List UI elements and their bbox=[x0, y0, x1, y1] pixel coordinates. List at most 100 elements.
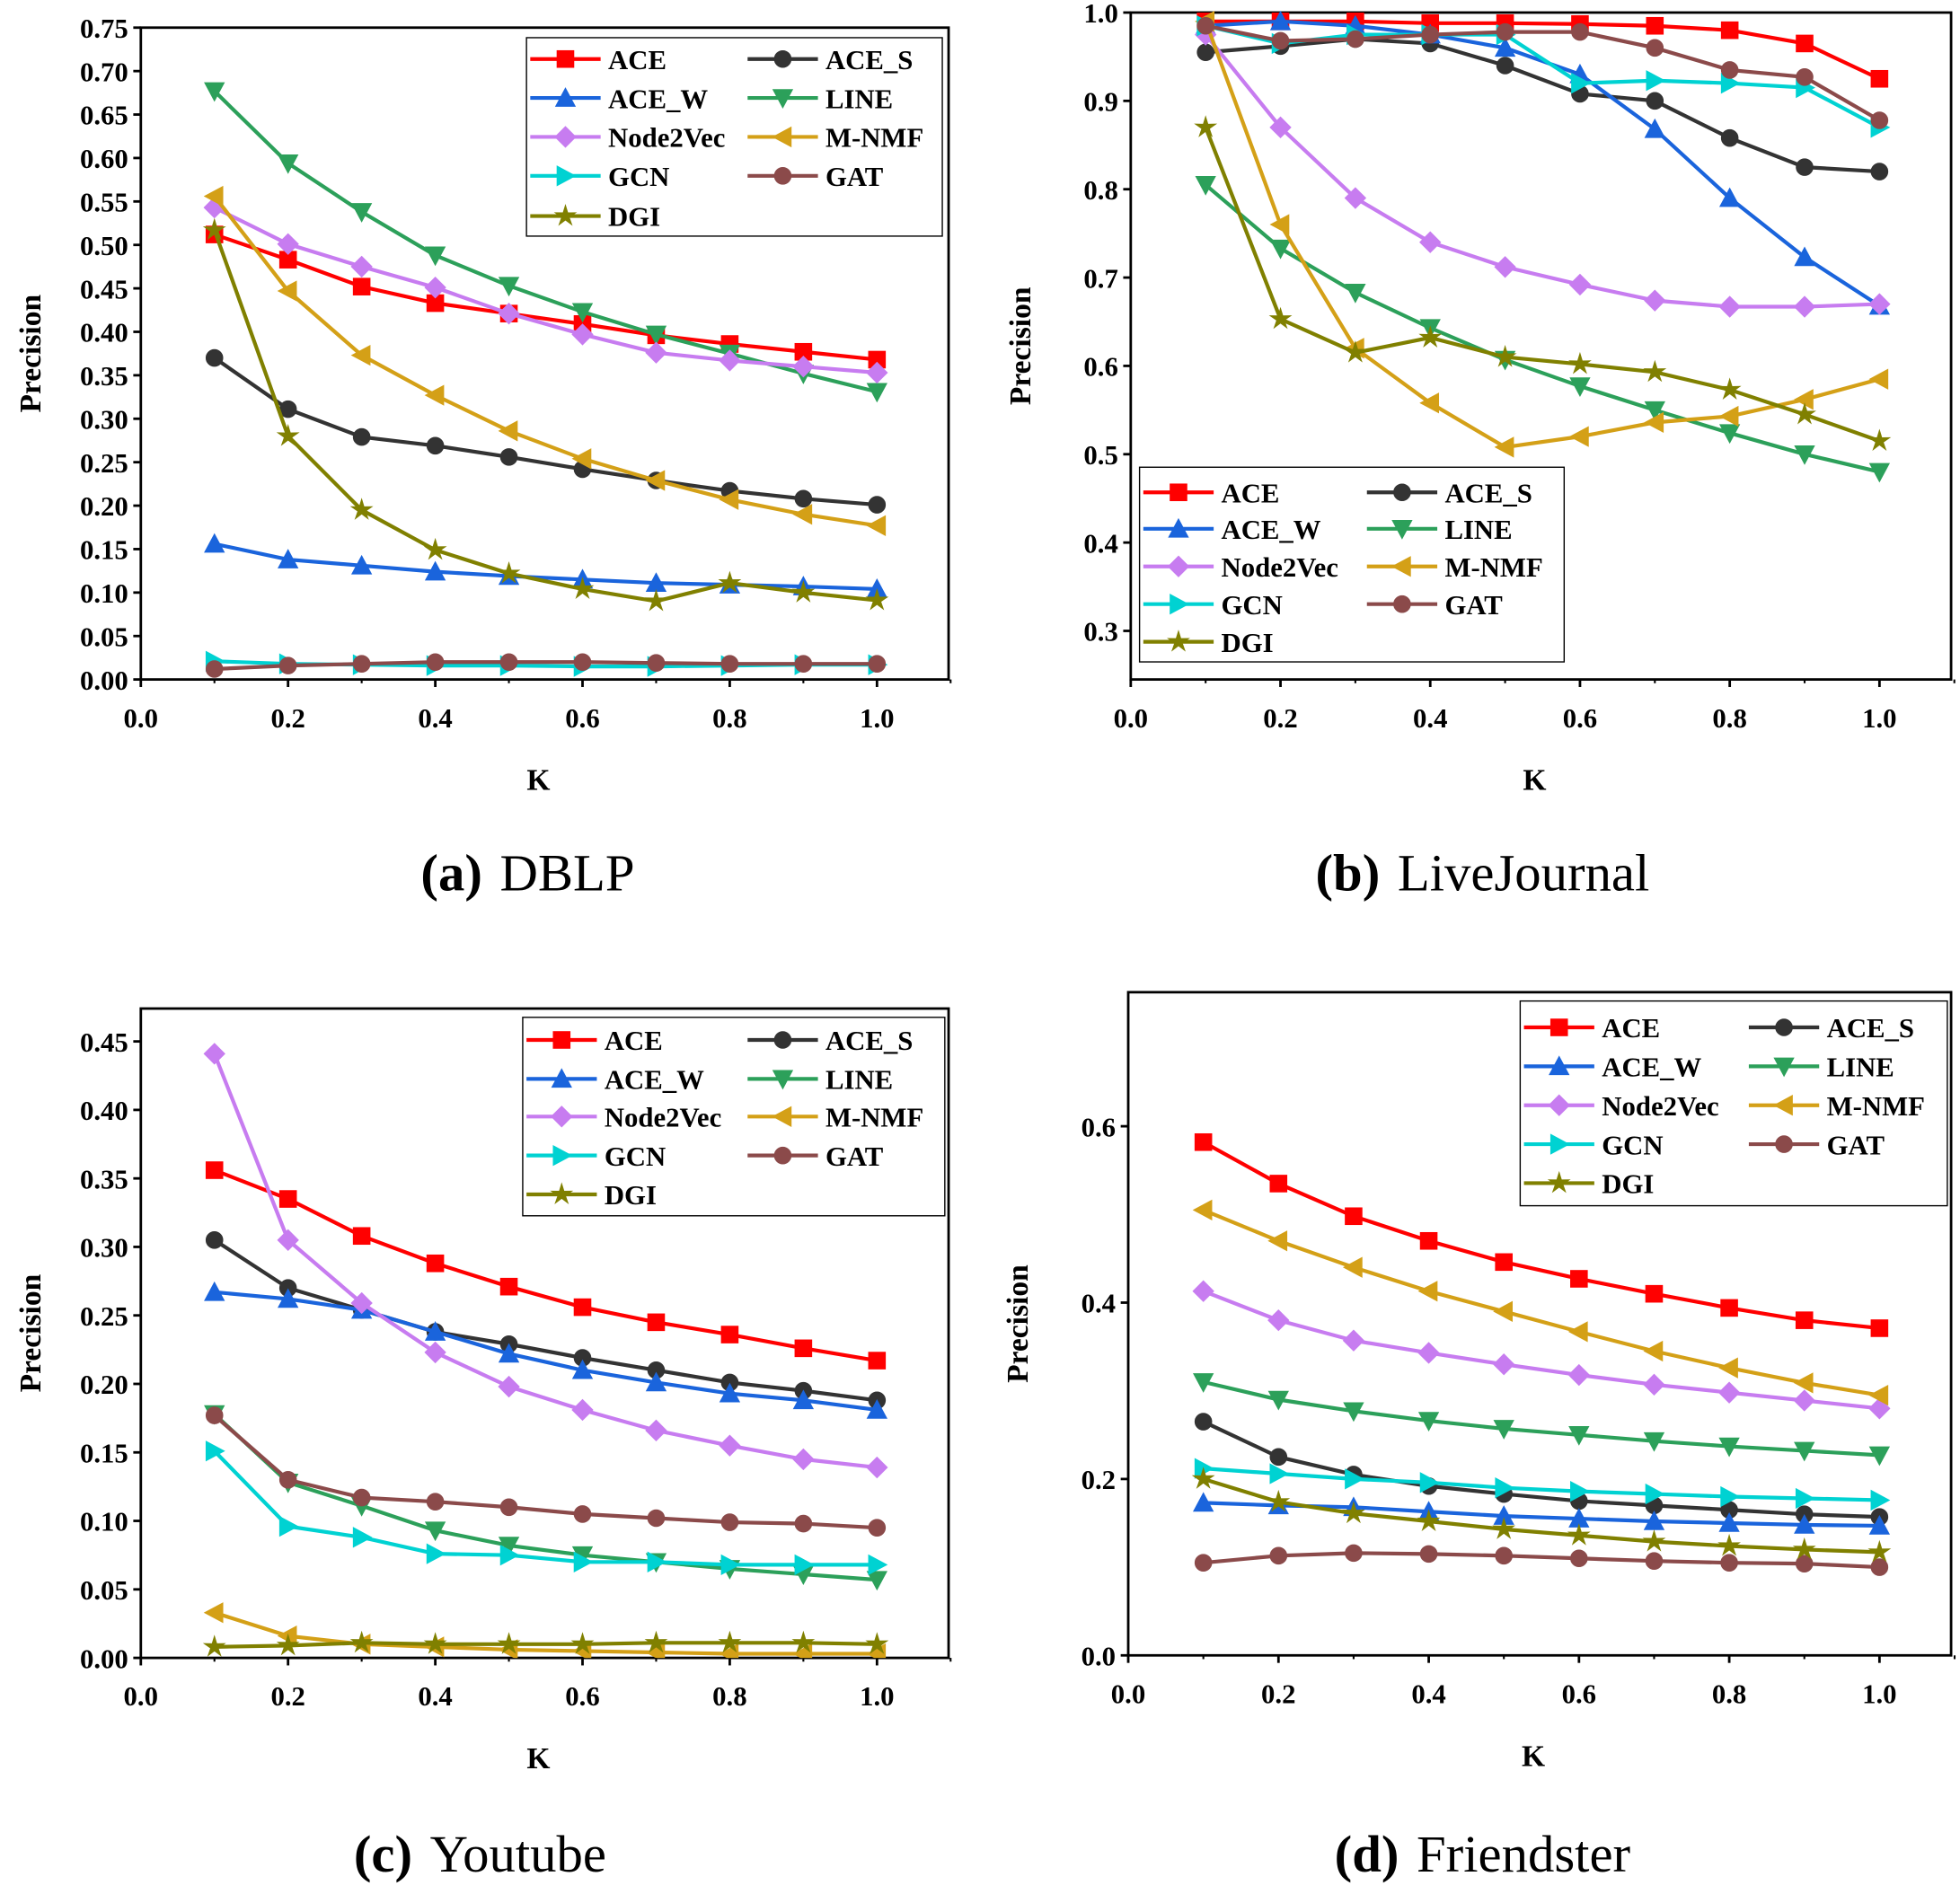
data-point-ace-w bbox=[866, 1399, 887, 1419]
data-point-node2vec bbox=[792, 356, 815, 378]
y-tick-label: 0.2 bbox=[1082, 1465, 1116, 1495]
data-point-line bbox=[350, 203, 373, 223]
series-line-ace-s bbox=[213, 356, 878, 507]
series-line-dgi bbox=[1203, 1476, 1880, 1555]
x-tick-label: 0.8 bbox=[712, 1681, 746, 1712]
data-point-line bbox=[645, 325, 667, 346]
legend-item-gcn: GCN bbox=[1523, 1130, 1664, 1160]
data-point-line bbox=[1794, 445, 1815, 465]
data-point-ace-w bbox=[1644, 118, 1665, 138]
legend-marker-icon bbox=[773, 49, 792, 68]
y-tick-label: 0.00 bbox=[80, 665, 128, 696]
data-point-ace-s bbox=[499, 448, 518, 466]
data-point-gat bbox=[426, 1493, 445, 1511]
plot-frame bbox=[1126, 991, 1953, 1657]
data-point-dgi bbox=[718, 1630, 742, 1653]
data-point-dgi bbox=[497, 560, 521, 584]
series-group bbox=[1194, 10, 1892, 483]
data-point-node2vec bbox=[571, 323, 594, 346]
data-point-ace bbox=[1419, 1231, 1438, 1250]
data-point-dgi bbox=[1418, 325, 1443, 348]
y-tick-label: 0.6 bbox=[1083, 352, 1117, 383]
y-tick-label: 0.7 bbox=[1083, 263, 1117, 294]
series-line-ace-s bbox=[213, 1238, 878, 1403]
legend-item-ace: ACE bbox=[1523, 1013, 1660, 1044]
legend-marker-icon bbox=[773, 1031, 792, 1049]
legend-label: LINE bbox=[825, 1065, 893, 1096]
data-point-dgi bbox=[1867, 428, 1892, 452]
data-point-gcn bbox=[1419, 1472, 1440, 1493]
data-point-gat bbox=[1346, 30, 1364, 48]
legend-label: ACE_W bbox=[1222, 515, 1321, 545]
data-point-ace bbox=[868, 1352, 887, 1370]
data-point-gcn bbox=[1269, 1463, 1290, 1484]
caption-title: LiveJournal bbox=[1398, 844, 1649, 903]
legend-item-gat: GAT bbox=[747, 162, 884, 192]
data-point-gat bbox=[205, 660, 224, 678]
legend-label: ACE_S bbox=[1444, 478, 1532, 508]
data-point-dgi bbox=[644, 588, 668, 612]
data-point-gcn bbox=[205, 1440, 225, 1462]
legend-marker-icon bbox=[552, 1031, 571, 1049]
data-point-ace-s bbox=[205, 1231, 224, 1249]
x-tick-label: 0.4 bbox=[1411, 1678, 1445, 1709]
legend-label: ACE_S bbox=[825, 45, 913, 75]
legend-item-node2vec: Node2Vec bbox=[1523, 1091, 1719, 1122]
data-point-ace-w bbox=[424, 560, 446, 581]
data-point-ace-s bbox=[1194, 1413, 1213, 1431]
y-axis-label: Precision bbox=[1002, 1264, 1035, 1383]
x-tick-label: 0.0 bbox=[1111, 1678, 1145, 1709]
series-ace bbox=[205, 1161, 887, 1370]
legend-marker-icon bbox=[556, 49, 575, 68]
series-line-gat bbox=[213, 1414, 878, 1530]
series-line-node2vec bbox=[213, 206, 878, 375]
data-point-gat bbox=[1796, 67, 1814, 86]
data-point-node2vec bbox=[498, 302, 520, 325]
data-point-ace bbox=[1645, 1284, 1664, 1303]
data-point-gat bbox=[1495, 1546, 1513, 1565]
data-point-gat bbox=[720, 1513, 739, 1531]
data-point-gat bbox=[352, 655, 371, 673]
y-tick-label: 0.05 bbox=[80, 1575, 128, 1606]
data-point-ace bbox=[352, 1227, 371, 1246]
series-node2vec bbox=[1192, 1280, 1891, 1420]
data-point-m-nmf bbox=[1718, 1357, 1738, 1379]
data-point-ace bbox=[720, 1326, 739, 1343]
data-point-ace bbox=[573, 1298, 592, 1317]
y-tick-label: 0.00 bbox=[80, 1643, 128, 1674]
data-point-gat bbox=[868, 1519, 887, 1537]
caption-title: Friendster bbox=[1417, 1825, 1631, 1883]
legend-label: GAT bbox=[1827, 1130, 1885, 1160]
data-point-gcn bbox=[1571, 73, 1591, 94]
data-point-m-nmf bbox=[1868, 1384, 1889, 1406]
data-point-node2vec bbox=[424, 1341, 446, 1364]
data-point-node2vec bbox=[1568, 273, 1592, 296]
data-point-node2vec bbox=[1718, 295, 1741, 318]
data-point-line bbox=[1868, 462, 1891, 483]
data-point-node2vec bbox=[719, 349, 741, 372]
data-point-ace bbox=[352, 277, 371, 295]
legend-label: GCN bbox=[608, 162, 669, 192]
legend-label: M-NMF bbox=[1827, 1091, 1925, 1122]
data-point-gat bbox=[573, 1505, 592, 1523]
data-point-gat bbox=[1421, 25, 1440, 44]
chart-panel-dblp: 0.0 0.2 0.4 0.6 0.8 1.0 0.00 0.05 0.10 0.15 0.20 0.… bbox=[14, 13, 952, 903]
y-axis-label: Precision bbox=[14, 1273, 48, 1392]
data-point-ace-s bbox=[426, 436, 445, 455]
legend-marker-icon bbox=[1393, 595, 1411, 613]
series-gcn bbox=[1194, 1458, 1891, 1511]
data-point-node2vec bbox=[1494, 256, 1516, 278]
data-point-node2vec bbox=[645, 1419, 667, 1442]
legend-item-dgi: DGI bbox=[530, 202, 660, 233]
data-point-node2vec bbox=[645, 341, 667, 364]
chart-panel-livejournal: 0.0 0.2 0.4 0.6 0.8 1.0 0.3 0.4 0.5 0.6 0.7 0.8 0.9 1… bbox=[1004, 0, 1956, 903]
data-point-dgi bbox=[1417, 1509, 1441, 1532]
data-point-line bbox=[1195, 175, 1216, 196]
data-point-m-nmf bbox=[203, 1602, 224, 1624]
data-point-node2vec bbox=[277, 1229, 299, 1252]
caption-panel-label: (c) bbox=[354, 1825, 412, 1883]
caption-title: DBLP bbox=[499, 844, 634, 903]
chart-caption: (a) DBLP bbox=[420, 844, 634, 903]
data-point-gat bbox=[1419, 1545, 1438, 1564]
series-line-node2vec bbox=[212, 1053, 878, 1470]
